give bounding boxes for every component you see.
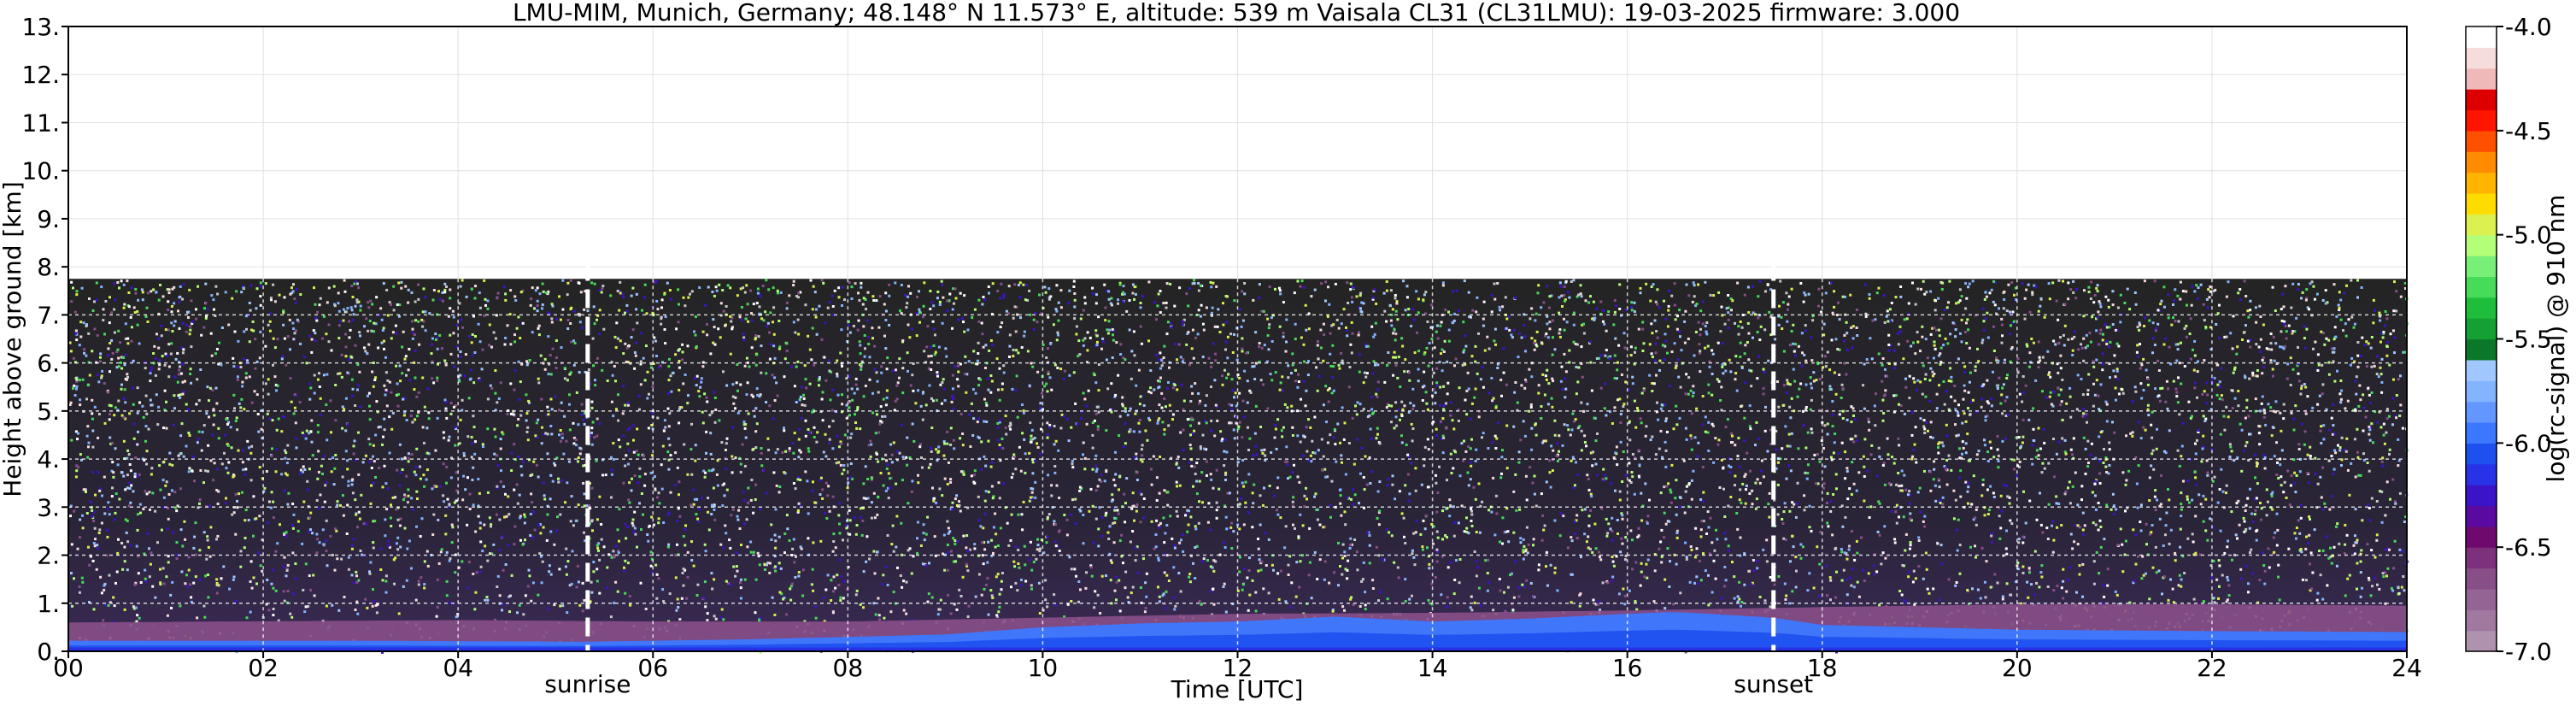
colorbar-segment <box>2466 192 2497 215</box>
colorbar-segment <box>2466 588 2497 610</box>
x-tick-label: 20 <box>2002 654 2033 682</box>
colorbar-segment <box>2466 443 2497 465</box>
grid <box>67 26 2408 652</box>
x-tick-label: 16 <box>1612 654 1643 682</box>
x-tick-label: 18 <box>1807 654 1838 682</box>
colorbar-segment <box>2466 297 2497 319</box>
x-tick-label: 12 <box>1223 654 1253 682</box>
colorbar-tick-label: -6.0 <box>2505 429 2552 457</box>
surface-layer <box>68 629 2407 651</box>
colorbar-segment <box>2466 338 2497 361</box>
colorbar-tick-label: -5.5 <box>2505 326 2552 354</box>
y-tick-label: 8. <box>37 253 60 281</box>
colorbar-segment <box>2466 526 2497 548</box>
sun-events: sunrise sunset <box>544 262 1813 698</box>
colorbar-segment <box>2466 359 2497 381</box>
y-tick-label: 4. <box>37 445 60 474</box>
colorbar-segment <box>2466 485 2497 507</box>
colorbar-tick-label: -7.0 <box>2505 638 2552 666</box>
colorbar-segment <box>2466 609 2497 632</box>
colorbar-segment <box>2466 172 2497 194</box>
colorbar-tick-label: -5.0 <box>2505 221 2552 250</box>
y-tick-label: 10. <box>21 157 60 185</box>
colorbar-segment <box>2466 26 2497 48</box>
backscatter-field <box>68 279 2409 654</box>
y-tick-label: 13. <box>21 13 60 41</box>
y-tick-label: 7. <box>37 301 60 329</box>
colorbar-segment <box>2466 89 2497 111</box>
colorbar-segment <box>2466 318 2497 340</box>
colorbar-tick-label: -4.0 <box>2505 13 2552 41</box>
y-tick-label: 2. <box>37 542 60 570</box>
x-tick-label: 10 <box>1028 654 1059 682</box>
colorbar-segment <box>2466 151 2497 174</box>
y-tick-label: 0. <box>37 638 60 666</box>
colorbar-segment <box>2466 130 2497 152</box>
colorbar-segment <box>2466 234 2497 256</box>
y-axis-label: Height above ground [km] <box>0 181 26 497</box>
x-axis: 00 02 04 06 08 10 12 14 16 18 20 22 24 <box>53 651 2422 682</box>
colorbar-segment <box>2466 68 2497 90</box>
colorbar-label: log(rc-signal) @ 910 nm <box>2542 195 2570 483</box>
y-tick-label: 3. <box>37 493 60 521</box>
colorbar-tick-label: -4.5 <box>2505 117 2552 145</box>
chart-title: LMU-MIM, Munich, Germany; 48.148° N 11.5… <box>513 0 1960 26</box>
x-tick-label: 08 <box>833 654 864 682</box>
colorbar-segment <box>2466 256 2497 277</box>
x-tick-label: 02 <box>248 654 279 682</box>
y-tick-label: 12. <box>21 61 60 89</box>
y-tick-label: 6. <box>37 350 60 378</box>
y-tick-label: 1. <box>37 590 60 618</box>
colorbar-segment <box>2466 568 2497 590</box>
x-axis-label: Time [UTC] <box>1171 675 1304 703</box>
x-tick-label: 06 <box>637 654 668 682</box>
y-tick-label: 9. <box>37 205 60 233</box>
y-tick-label: 11. <box>21 109 60 137</box>
colorbar-segment <box>2466 463 2497 485</box>
colorbar-segment <box>2466 401 2497 423</box>
noise-speckle <box>68 279 2409 654</box>
y-axis: 0. 1. 2. 3. 4. 5. 6. 7. 8. 9. 10. 11. 12. 13. <box>21 13 68 666</box>
sunrise-label: sunrise <box>544 670 631 698</box>
colorbar-segment <box>2466 47 2497 69</box>
colorbar-segment <box>2466 214 2497 236</box>
sunset-label: sunset <box>1734 670 1813 698</box>
colorbar-segment <box>2466 630 2497 652</box>
x-tick-label: 00 <box>53 654 84 682</box>
colorbar-segment <box>2466 421 2497 444</box>
colorbar-segment <box>2466 276 2497 298</box>
x-tick-label: 22 <box>2197 654 2227 682</box>
colorbar-segment <box>2466 380 2497 403</box>
colorbar-segment <box>2466 547 2497 569</box>
colorbar-tick-label: -6.5 <box>2505 533 2552 562</box>
y-tick-label: 5. <box>37 397 60 426</box>
colorbar: -4.0 -4.5 -5.0 -5.5 -6.0 -6.5 -7.0 <box>2465 13 2552 666</box>
x-tick-label: 14 <box>1417 654 1448 682</box>
x-tick-label: 24 <box>2391 654 2422 682</box>
x-tick-label: 04 <box>443 654 473 682</box>
colorbar-segment <box>2466 109 2497 132</box>
colorbar-segment <box>2466 505 2497 527</box>
